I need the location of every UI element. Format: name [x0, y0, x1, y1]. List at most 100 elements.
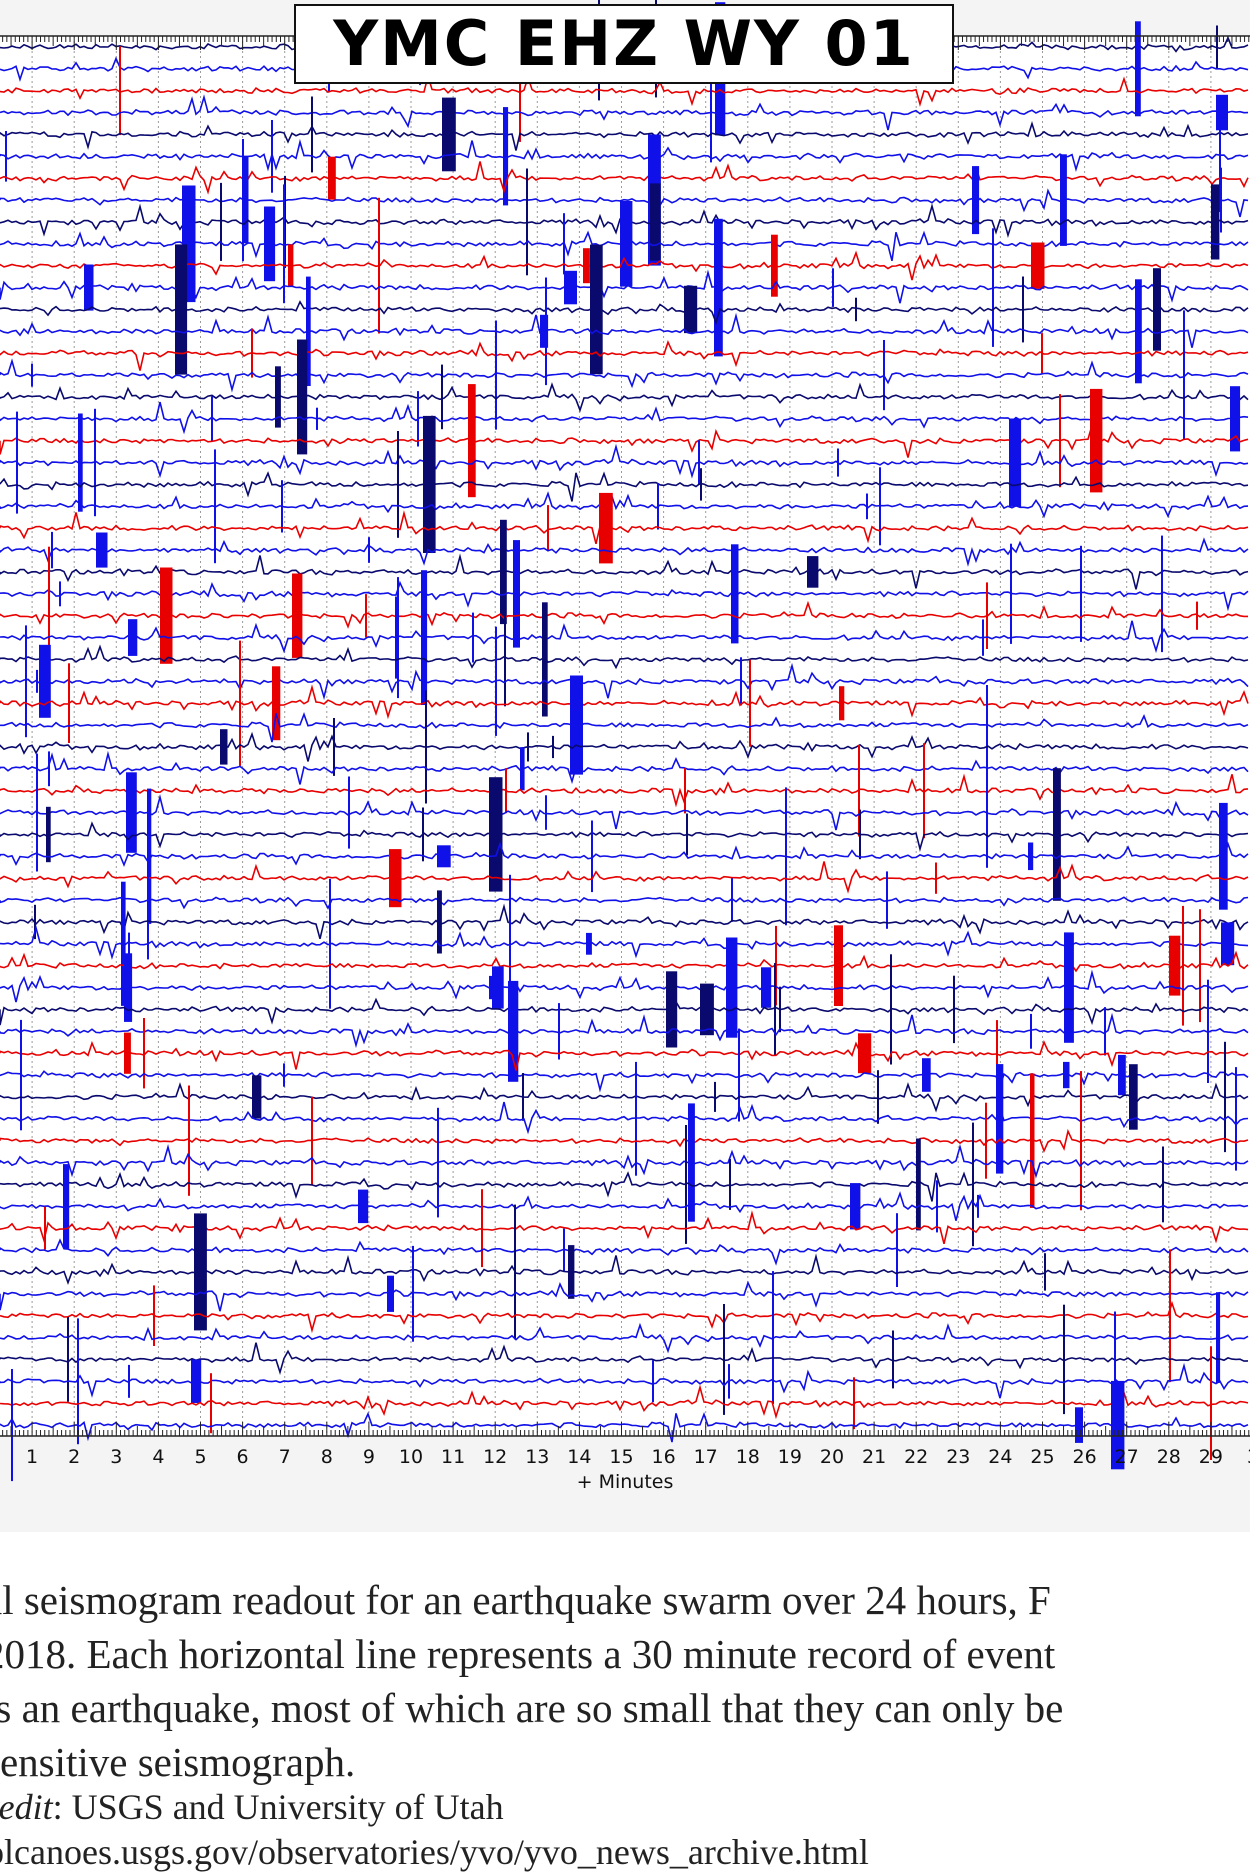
x-tick-label: 3	[1233, 1446, 1250, 1468]
earthquake-burst	[495, 626, 497, 736]
earthquake-burst	[1030, 1073, 1035, 1208]
earthquake-burst	[620, 201, 633, 287]
earthquake-burst	[1219, 802, 1228, 910]
earthquake-burst	[886, 871, 888, 929]
earthquake-burst	[283, 1063, 285, 1087]
earthquake-burst	[505, 768, 507, 814]
credit-block: redit: USGS and University of Utah olcan…	[0, 1785, 1250, 1875]
caption-line: is an earthquake, most of which are so s…	[0, 1685, 1064, 1731]
earthquake-burst	[1129, 1064, 1138, 1130]
trace-row	[0, 903, 1249, 940]
earthquake-burst	[519, 39, 521, 142]
earthquake-burst	[489, 777, 503, 892]
earthquake-burst	[986, 685, 988, 766]
earthquake-burst	[686, 813, 688, 856]
earthquake-burst	[1104, 1007, 1106, 1056]
earthquake-burst	[272, 666, 281, 741]
earthquake-burst	[59, 581, 61, 607]
earthquake-burst	[1161, 535, 1163, 653]
trace-row	[0, 1143, 1249, 1179]
earthquake-burst	[1075, 1407, 1083, 1443]
earthquake-burst	[1063, 1061, 1070, 1089]
earthquake-burst	[244, 156, 249, 244]
earthquake-burst	[422, 807, 424, 862]
trace-row	[0, 1040, 1249, 1071]
earthquake-burst	[710, 62, 712, 163]
trace-row	[0, 997, 1249, 1026]
earthquake-burst	[220, 182, 222, 261]
earthquake-burst	[481, 1189, 483, 1268]
earthquake-burst	[1090, 388, 1103, 493]
x-tick-label: 3	[110, 1446, 123, 1468]
earthquake-burst	[774, 963, 776, 1056]
earthquake-burst	[684, 768, 686, 814]
earthquake-burst	[210, 1373, 212, 1434]
earthquake-burst	[1044, 1253, 1046, 1291]
earthquake-burst	[700, 983, 714, 1036]
earthquake-burst	[855, 297, 857, 322]
earthquake-burst	[124, 953, 133, 1022]
earthquake-burst	[1041, 333, 1043, 374]
trace-row	[0, 1322, 1249, 1354]
earthquake-burst	[698, 440, 700, 485]
x-tick-label: 12	[483, 1446, 508, 1468]
earthquake-burst	[1153, 268, 1161, 351]
earthquake-burst	[1009, 418, 1022, 507]
earthquake-burst	[48, 546, 50, 685]
earthquake-burst	[935, 862, 937, 894]
earthquake-burst	[547, 505, 549, 552]
earthquake-burst	[160, 567, 173, 664]
earthquake-burst	[39, 644, 51, 718]
earthquake-burst	[25, 625, 27, 738]
earthquake-burst	[119, 46, 121, 136]
x-tick-label: 15	[609, 1446, 634, 1468]
earthquake-burst	[124, 1032, 131, 1074]
x-tick-label: 23	[946, 1446, 971, 1468]
earthquake-burst	[688, 1103, 695, 1222]
earthquake-burst	[590, 244, 603, 375]
trace-row	[0, 382, 1249, 413]
earthquake-burst	[311, 1096, 313, 1185]
earthquake-burst	[729, 1158, 731, 1210]
earthquake-burst	[1053, 768, 1061, 901]
earthquake-burst	[220, 729, 228, 765]
earthquake-burst	[552, 735, 554, 759]
earthquake-burst	[540, 314, 549, 348]
trace-row	[0, 644, 1249, 670]
x-tick-label: 10	[398, 1446, 424, 1468]
earthquake-burst	[728, 1364, 730, 1399]
earthquake-burst	[242, 139, 244, 262]
earthquake-burst	[514, 1204, 516, 1340]
earthquake-burst	[916, 1138, 921, 1231]
x-tick-label: 20	[819, 1446, 845, 1468]
earthquake-burst	[329, 878, 331, 1009]
earthquake-burst	[785, 787, 787, 926]
trace-row	[0, 969, 1249, 1003]
trace-row	[0, 1101, 1249, 1135]
earthquake-burst	[211, 396, 213, 442]
earthquake-burst	[437, 1107, 439, 1218]
x-tick-label: 29	[1198, 1446, 1223, 1468]
earthquake-burst	[986, 757, 988, 868]
earthquake-burst	[297, 339, 308, 455]
earthquake-burst	[288, 244, 294, 287]
earthquake-burst	[1111, 1380, 1125, 1470]
earthquake-burst	[563, 213, 565, 275]
earthquake-burst	[1169, 935, 1181, 996]
trace-row	[0, 773, 1249, 808]
earthquake-burst	[1135, 21, 1141, 117]
earthquake-burst	[853, 1377, 855, 1430]
earthquake-burst	[472, 612, 474, 663]
earthquake-burst	[883, 340, 885, 411]
earthquake-burst	[271, 120, 273, 193]
x-tick-label: 8	[320, 1446, 333, 1468]
earthquake-burst	[652, 1360, 654, 1403]
earthquake-burst	[251, 328, 253, 378]
earthquake-burst	[5, 131, 7, 182]
trace-row	[0, 138, 1249, 173]
earthquake-burst	[389, 849, 402, 908]
trace-row	[0, 537, 1249, 567]
earthquake-burst	[48, 751, 50, 787]
earthquake-burst	[564, 270, 577, 305]
source-url[interactable]: olcanoes.usgs.gov/observatories/yvo/yvo_…	[0, 1832, 869, 1872]
